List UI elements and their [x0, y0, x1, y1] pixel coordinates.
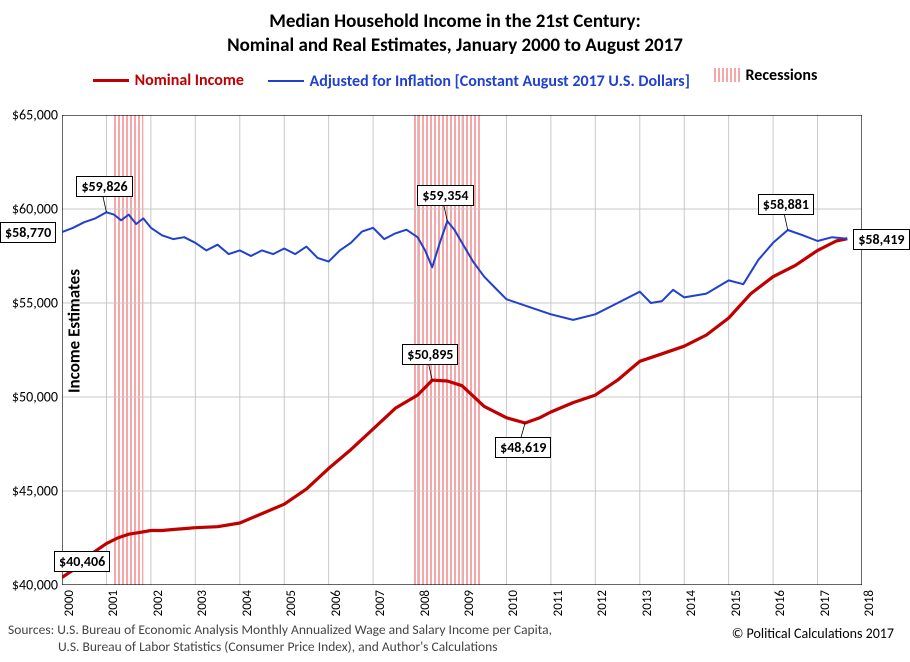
- sources: Sources: U.S. Bureau of Economic Analysi…: [8, 622, 552, 656]
- y-tick-label: $55,000: [12, 295, 58, 312]
- x-tick-label: 2012: [595, 590, 610, 616]
- x-tick-label: 2007: [373, 590, 388, 616]
- x-tick-label: 2005: [284, 590, 299, 616]
- legend-recessions-label: Recessions: [746, 66, 818, 85]
- legend: Nominal Income Adjusted for Inflation [C…: [0, 66, 910, 91]
- x-tick-label: 2003: [195, 590, 210, 616]
- chart-title-line2: Nominal and Real Estimates, January 2000…: [0, 34, 910, 58]
- y-tick-label: $40,000: [12, 577, 58, 594]
- y-tick-label: $65,000: [12, 107, 58, 124]
- annotation-label: $58,881: [758, 194, 814, 215]
- x-tick-label: 2001: [106, 590, 121, 616]
- x-tick-label: 2018: [862, 590, 877, 616]
- annotation-label: $58,770: [0, 222, 56, 243]
- chart-title: Median Household Income in the 21st Cent…: [0, 0, 910, 58]
- annotation-label: $50,895: [402, 344, 458, 365]
- annotation-label: $59,826: [76, 176, 132, 197]
- x-tick-label: 2004: [240, 590, 255, 616]
- x-tick-label: 2016: [773, 590, 788, 616]
- y-tick-label: $45,000: [12, 483, 58, 500]
- legend-real: Adjusted for Inflation [Constant August …: [268, 72, 690, 91]
- x-tick-label: 2008: [418, 590, 433, 616]
- sources-line1: Sources: U.S. Bureau of Economic Analysi…: [8, 622, 552, 639]
- x-tick-label: 2017: [818, 590, 833, 616]
- legend-line-nominal: [93, 79, 129, 82]
- x-tick-label: 2000: [62, 590, 77, 616]
- x-tick-label: 2015: [729, 590, 744, 616]
- x-tick-label: 2011: [551, 590, 566, 616]
- annotation-label: $48,619: [495, 437, 551, 458]
- annotation-label: $58,419: [853, 229, 909, 250]
- chart-area: $40,000$45,000$50,000$55,000$60,000$65,0…: [62, 115, 862, 585]
- x-tick-label: 2006: [329, 590, 344, 616]
- copyright: © Political Calculations 2017: [732, 625, 894, 642]
- legend-nominal: Nominal Income: [93, 71, 244, 90]
- legend-real-label: Adjusted for Inflation [Constant August …: [310, 72, 690, 91]
- annotation-label: $40,406: [54, 551, 110, 572]
- x-tick-label: 2013: [640, 590, 655, 616]
- x-tick-label: 2014: [684, 590, 699, 616]
- y-tick-label: $60,000: [12, 201, 58, 218]
- sources-line2: U.S. Bureau of Labor Statistics (Consume…: [8, 639, 552, 656]
- annotation-label: $59,354: [417, 185, 473, 206]
- chart-title-line1: Median Household Income in the 21st Cent…: [0, 10, 910, 34]
- legend-band-recessions: [714, 68, 740, 82]
- legend-recessions: Recessions: [714, 66, 818, 85]
- x-tick-label: 2010: [506, 590, 521, 616]
- legend-line-real: [268, 80, 304, 82]
- x-tick-label: 2002: [151, 590, 166, 616]
- x-tick-label: 2009: [462, 590, 477, 616]
- y-tick-label: $50,000: [12, 389, 58, 406]
- legend-nominal-label: Nominal Income: [135, 71, 244, 90]
